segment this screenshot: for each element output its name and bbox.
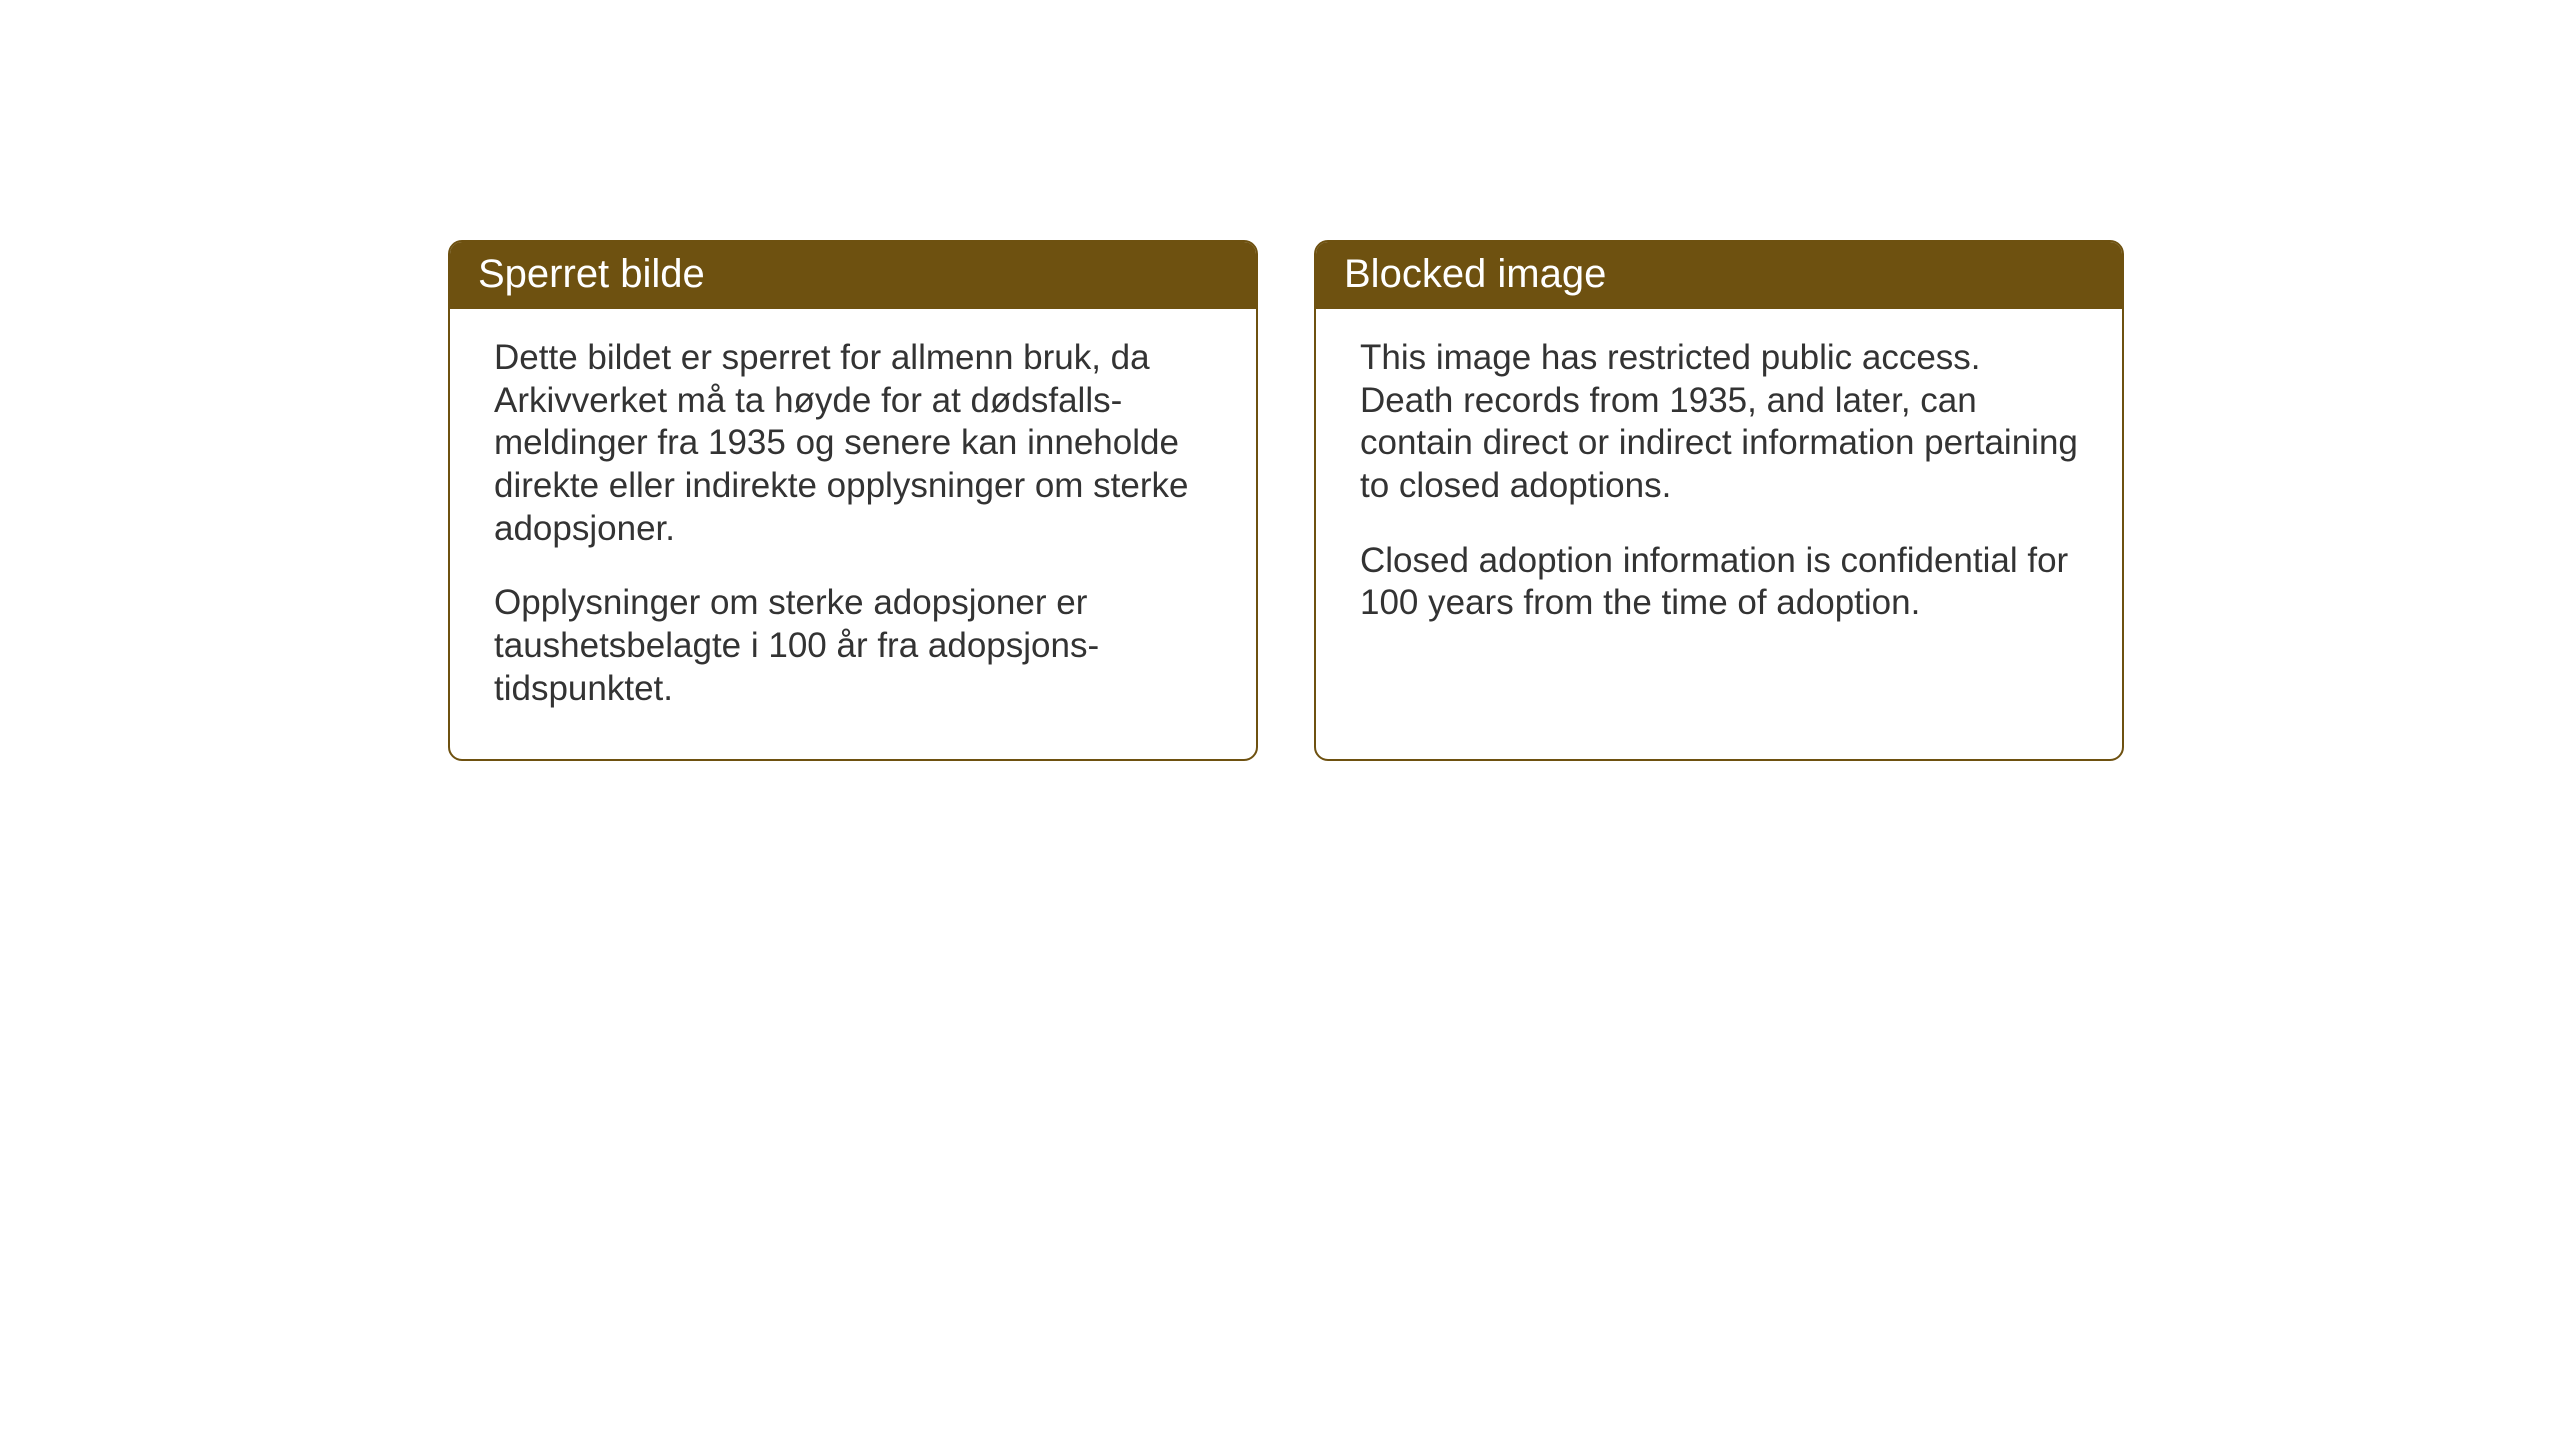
english-paragraph-1: This image has restricted public access.… bbox=[1360, 337, 2078, 508]
english-card: Blocked image This image has restricted … bbox=[1314, 240, 2124, 761]
norwegian-card-body: Dette bildet er sperret for allmenn bruk… bbox=[450, 309, 1256, 759]
notice-container: Sperret bilde Dette bildet er sperret fo… bbox=[448, 240, 2124, 761]
english-card-title: Blocked image bbox=[1316, 242, 2122, 309]
norwegian-card: Sperret bilde Dette bildet er sperret fo… bbox=[448, 240, 1258, 761]
norwegian-paragraph-1: Dette bildet er sperret for allmenn bruk… bbox=[494, 337, 1212, 550]
norwegian-card-title: Sperret bilde bbox=[450, 242, 1256, 309]
english-card-body: This image has restricted public access.… bbox=[1316, 309, 2122, 759]
norwegian-paragraph-2: Opplysninger om sterke adopsjoner er tau… bbox=[494, 582, 1212, 710]
english-paragraph-2: Closed adoption information is confident… bbox=[1360, 540, 2078, 625]
